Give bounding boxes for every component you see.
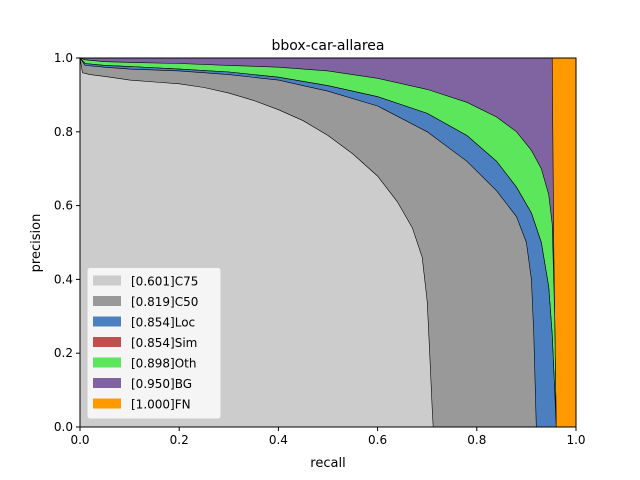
legend-swatch-3 bbox=[93, 337, 121, 347]
x-tick-label: 1.0 bbox=[566, 433, 585, 447]
legend-swatch-2 bbox=[93, 316, 121, 327]
legend-label-4: [0.898]Oth bbox=[131, 357, 196, 371]
y-axis-ticks: 0.0 0.2 0.4 0.6 0.8 1.0 bbox=[54, 51, 80, 434]
legend-swatch-0 bbox=[93, 275, 121, 286]
legend-label-6: [1.000]FN bbox=[131, 398, 191, 412]
legend-label-2: [0.854]Loc bbox=[131, 316, 195, 330]
plot-frame bbox=[79, 57, 577, 428]
y-axis-label: precision bbox=[29, 214, 44, 273]
legend-swatch-5 bbox=[93, 378, 121, 388]
y-tick-label: 0.0 bbox=[54, 420, 73, 434]
legend-swatch-1 bbox=[93, 296, 121, 306]
x-tick-label: 0.8 bbox=[467, 433, 486, 447]
y-tick-label: 0.2 bbox=[54, 346, 73, 360]
legend-label-0: [0.601]C75 bbox=[131, 275, 198, 289]
y-tick-label: 0.8 bbox=[54, 125, 73, 139]
x-axis-ticks: 0.0 0.2 0.4 0.6 0.8 1.0 bbox=[70, 427, 586, 447]
y-tick-label: 0.6 bbox=[54, 199, 73, 213]
x-tick-label: 0.4 bbox=[269, 433, 288, 447]
legend-label-5: [0.950]BG bbox=[131, 377, 192, 391]
x-tick-label: 0.6 bbox=[368, 433, 387, 447]
y-tick-label: 1.0 bbox=[54, 51, 73, 65]
legend: [0.601]C75 [0.819]C50 [0.854]Loc [0.854]Sim… bbox=[86, 267, 222, 420]
y-tick-label: 0.4 bbox=[54, 272, 73, 286]
legend-swatch-4 bbox=[93, 357, 121, 368]
x-axis-label: recall bbox=[310, 456, 345, 471]
legend-swatch-6 bbox=[93, 398, 121, 409]
legend-label-3: [0.854]Sim bbox=[131, 336, 197, 350]
x-tick-label: 0.0 bbox=[70, 433, 89, 447]
legend-label-1: [0.819]C50 bbox=[131, 295, 198, 309]
x-tick-label: 0.2 bbox=[170, 433, 189, 447]
chart-title: bbox-car-allarea bbox=[271, 38, 384, 54]
